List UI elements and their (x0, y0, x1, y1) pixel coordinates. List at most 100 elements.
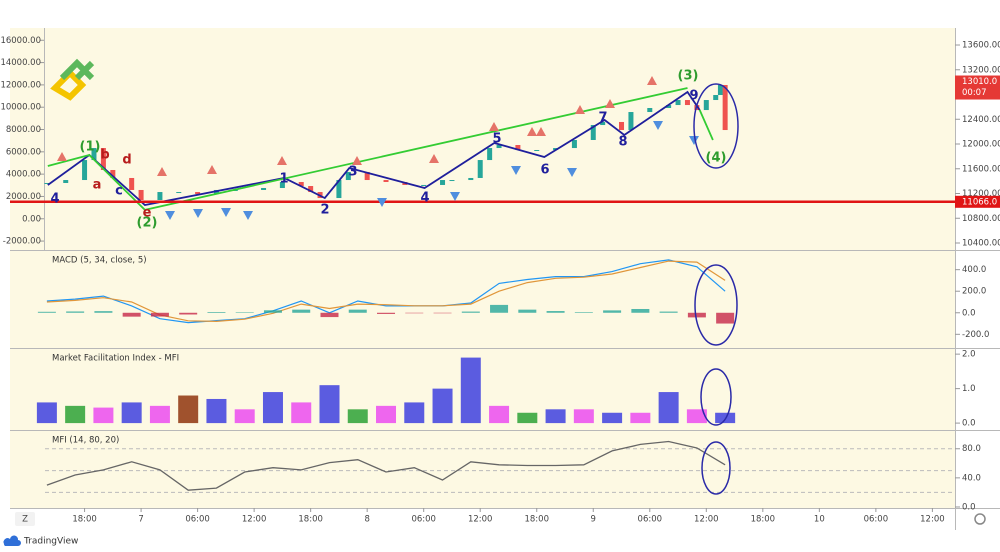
candle (421, 184, 427, 186)
y2-tick-label: 12000.00 (962, 140, 1000, 150)
mfi-bar (36, 402, 57, 424)
y-tick-label: 10000.00 (0, 103, 41, 113)
panel-title: MACD (5, 34, close, 5) (52, 256, 147, 266)
settings-icon[interactable] (974, 513, 986, 525)
y-tick-label: 80.0 (962, 444, 981, 454)
wave-label: 5 (492, 132, 501, 147)
y-tick-label: 8000.00 (6, 125, 41, 135)
mfi-bar (404, 402, 425, 424)
histogram-bar (348, 309, 367, 313)
candle (722, 84, 728, 131)
x-tick-label: 12:00 (920, 515, 945, 525)
trend-line (47, 87, 714, 211)
candle (666, 105, 672, 109)
candle (129, 177, 135, 190)
histogram-bar (207, 312, 226, 313)
x-tick-label: 18:00 (72, 515, 97, 525)
mfi-bar (206, 398, 227, 424)
candle (619, 121, 625, 131)
y2-tick-label: 13600.00 (962, 41, 1000, 51)
candle (449, 180, 455, 182)
y-tick-label: 6000.00 (6, 147, 41, 157)
y-tick-label: 2000.00 (6, 192, 41, 202)
x-tick-label: 06:00 (411, 515, 436, 525)
x-tick-label: 7 (138, 515, 143, 525)
candle (468, 177, 474, 181)
axis-background (955, 28, 1000, 508)
candle (364, 171, 370, 181)
candle (279, 182, 285, 189)
mfi-bar (658, 392, 679, 424)
x-tick-label: 12:00 (242, 515, 267, 525)
wave-label: c (115, 184, 123, 199)
level-tag-label: 11066.0 (962, 197, 997, 207)
y-tick-label: 400.0 (962, 265, 986, 275)
level-tag (955, 195, 1000, 208)
candle (496, 145, 502, 149)
wave-label: 4 (50, 192, 59, 207)
y-tick-label: 0.00 (22, 214, 41, 224)
logo-shape (59, 58, 95, 81)
wave-label: (3) (678, 69, 699, 84)
candle (100, 148, 106, 170)
wave-labels: 4 (1) b a d c e (2) 1 2 3 4 5 6 7 8 9 (3… (50, 69, 726, 231)
mfi-bar (291, 402, 312, 424)
x-tick-label: 9 (591, 515, 596, 525)
x-tick-label: 06:00 (185, 515, 210, 525)
y-tick-label: 0.0 (962, 308, 976, 318)
candle (336, 180, 342, 199)
wave-label: b (100, 148, 109, 163)
histogram-bar (320, 312, 339, 318)
histogram-bar (377, 312, 396, 314)
candle (195, 192, 201, 195)
y2-tick-label: 12400.00 (962, 115, 1000, 125)
y-tick-label: 0.0 (962, 502, 976, 512)
y-tick-label: 4000.00 (6, 170, 41, 180)
x-tick-label: 06:00 (864, 515, 889, 525)
zoom-button-label[interactable]: Z (22, 515, 28, 525)
mfi-line (46, 440, 726, 491)
highlight (700, 368, 732, 426)
mfi-bar (178, 395, 199, 424)
y2-tick-label: 11200.00 (962, 189, 1000, 199)
y-tick-label: 2.0 (962, 350, 976, 360)
panel-title: Market Facilitation Index - MFI (52, 354, 179, 364)
zoom-button[interactable] (15, 512, 35, 526)
candle (590, 125, 596, 140)
mfi-bar (686, 409, 707, 424)
y-tick-label: 0.0 (962, 419, 976, 429)
candle (383, 180, 389, 183)
histogram-bar (94, 311, 113, 313)
last-price-tag (955, 75, 1000, 100)
candle (600, 121, 606, 126)
candle (477, 160, 483, 178)
candle (534, 150, 540, 152)
x-tick-label: 18:00 (524, 515, 549, 525)
histogram-bar (518, 309, 537, 313)
plot-background (10, 28, 955, 508)
highlight (694, 264, 738, 346)
macd-line (46, 259, 726, 324)
y-tick-label: 40.0 (962, 473, 981, 483)
countdown-label: 00:07 (962, 88, 987, 98)
candle (487, 148, 493, 161)
footer-brand: TradingView (23, 537, 78, 547)
y-tick-label: -200.0 (962, 330, 989, 340)
logo (50, 58, 95, 101)
highlight (693, 83, 739, 169)
candle (298, 182, 304, 187)
histogram-bar (716, 312, 735, 324)
last-price-label: 13010.0 (962, 77, 997, 87)
candle (440, 180, 446, 185)
wave-label: 4 (420, 191, 429, 206)
x-tick-label: 8 (364, 515, 369, 525)
candle (110, 169, 116, 178)
wave-line (47, 90, 701, 206)
wave-label: 2 (320, 203, 329, 218)
x-tick-label: 18:00 (751, 515, 776, 525)
histogram-bar (66, 311, 85, 313)
wave-label: (4) (706, 151, 727, 166)
highlight-ellipses (693, 83, 739, 495)
histogram-bar (659, 311, 678, 313)
x-tick-label: 12:00 (468, 515, 493, 525)
